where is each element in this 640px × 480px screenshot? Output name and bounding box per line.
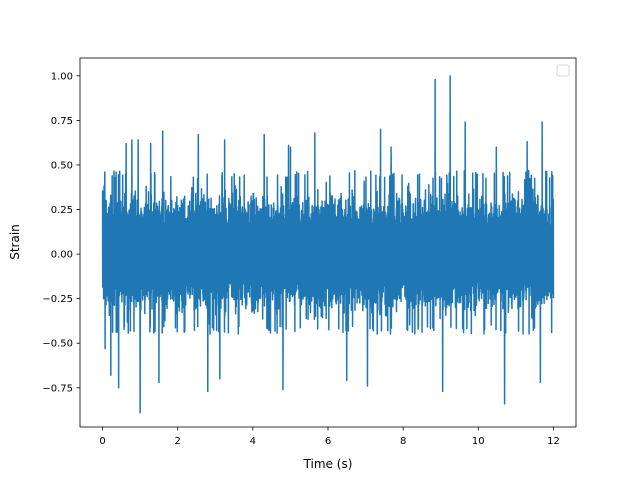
x-axis-label: Time (s): [303, 457, 353, 471]
y-tick-label: 0.50: [51, 160, 73, 171]
strain-series-line: [101, 75, 555, 414]
series-layer: [101, 75, 555, 414]
y-tick-label: 0.75: [51, 116, 73, 127]
x-tick-label: 0: [99, 436, 105, 447]
x-tick-label: 2: [175, 436, 181, 447]
y-axis-label: Strain: [8, 224, 22, 260]
x-tick-label: 10: [472, 436, 485, 447]
y-tick-label: −0.25: [42, 294, 73, 305]
legend-box: [556, 64, 570, 77]
y-tick-label: 0.25: [51, 205, 73, 216]
y-tick-label: 0.00: [51, 250, 73, 261]
x-axis-ticks: 0 2 4 6 8 10 12: [99, 427, 560, 447]
y-tick-label: −0.50: [42, 339, 73, 350]
y-tick-label: −0.75: [42, 383, 73, 394]
y-tick-label: 1.00: [51, 71, 73, 82]
x-tick-label: 12: [547, 436, 560, 447]
x-tick-label: 4: [250, 436, 256, 447]
x-tick-label: 6: [325, 436, 331, 447]
y-axis-ticks: −0.75 −0.50 −0.25 0.00 0.25 0.50 0.75 1.00: [42, 71, 80, 394]
x-tick-label: 8: [400, 436, 406, 447]
